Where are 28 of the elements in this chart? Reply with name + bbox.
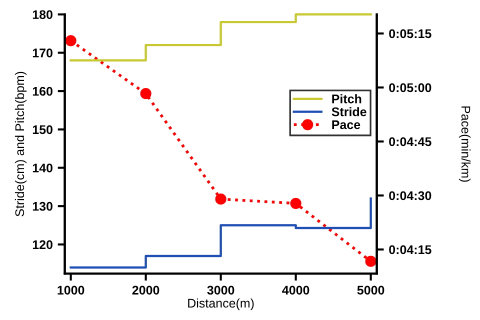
point <box>290 198 302 209</box>
y-tick-label: 140 <box>32 164 52 172</box>
point <box>65 35 76 46</box>
point <box>215 194 226 205</box>
y2-tick-label: 0:04:15 <box>389 245 432 254</box>
x-tick-label: 4000 <box>282 286 310 295</box>
legend-label: Pitch <box>332 94 362 104</box>
legend-label: Stride <box>332 107 366 116</box>
y-tick-label: 180 <box>32 10 52 20</box>
x-tick-label: 3000 <box>207 286 234 295</box>
y-tick-label: 160 <box>32 86 52 96</box>
y2-axis-title: Pace(min/km) <box>458 106 471 182</box>
y-tick-label: 130 <box>32 202 52 211</box>
x-tick-label: 2000 <box>132 286 160 295</box>
y2-tick-label: 0:05:00 <box>389 83 432 92</box>
y2-tick-label: 0:04:45 <box>389 137 432 146</box>
y-axis-title: Stride(cm) and Pitch(bpm) <box>14 72 27 216</box>
point <box>365 256 376 267</box>
x-tick-label: 1000 <box>58 286 84 295</box>
legend-label: Pace <box>332 120 360 130</box>
y-tick-label: 120 <box>32 240 52 250</box>
x-tick-label: 5000 <box>357 286 384 295</box>
y2-tick-label: 0:05:15 <box>389 29 432 38</box>
y2-tick-label: 0:04:30 <box>389 191 432 200</box>
y-tick-label: 170 <box>32 48 52 58</box>
x-axis-title: Distance(m) <box>188 298 254 310</box>
y-tick-label: 150 <box>32 125 52 134</box>
point <box>140 88 152 100</box>
